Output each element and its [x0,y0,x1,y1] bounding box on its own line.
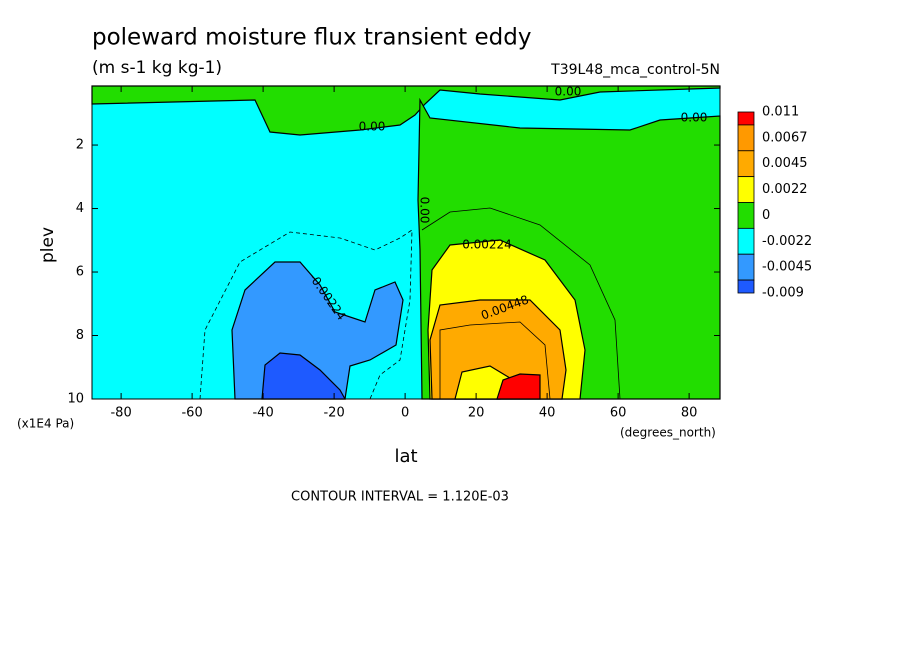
x-tick-label: 0 [401,406,409,421]
x-tick-label: -20 [323,406,344,421]
x-tick-label: -80 [110,406,131,421]
colorbar-swatch [737,111,755,126]
colorbar-label: 0 [762,208,770,223]
colorbar-swatch [737,202,755,229]
colorbar-label: 0.0067 [762,130,808,145]
colorbar-label: 0.0045 [762,156,808,171]
colorbar-label: 0.011 [762,105,799,120]
colorbar-label: 0.0022 [762,182,808,197]
contour-interval: CONTOUR INTERVAL = 1.120E-03 [291,490,509,505]
contour-field [91,85,721,400]
contour-label: 0.00 [418,197,432,224]
y-tick-label: 6 [76,265,84,280]
x-tick-label: 40 [539,406,556,421]
colorbar-swatch [737,150,755,178]
x-tick-label: -60 [181,406,202,421]
contour-line [421,207,621,400]
chart-title: poleward moisture flux transient eddy [92,25,531,51]
contour-line [439,321,551,400]
colorbar-label: -0.0045 [762,260,812,275]
contour-label: 0.00 [681,111,708,125]
colorbar-swatch [737,253,755,281]
colorbar-swatch [737,279,755,294]
x-tick-label: 60 [610,406,627,421]
y-tick-label: 10 [67,392,84,407]
y-tick-label: 4 [76,201,84,216]
x-tick-label: -40 [252,406,273,421]
colorbar-swatch [737,124,755,152]
y-tick-label: 8 [76,328,84,343]
colorbar-swatch [737,176,755,203]
colorbar-label: -0.009 [762,286,804,301]
contour-label: 0.00 [555,85,582,99]
x-axis-label: lat [394,446,417,467]
run-label: T39L48_mca_control-5N [550,62,720,78]
plot-frame [91,85,721,400]
y-axis-label: plev [38,227,58,263]
contour-label: 0.00 [359,120,386,134]
x-axis-unit: (degrees_north) [620,426,716,440]
chart-subtitle: (m s-1 kg kg-1) [92,58,222,78]
x-tick-label: 80 [681,406,698,421]
y-axis-unit: (x1E4 Pa) [17,417,74,431]
contour-label: 0.00224 [462,238,512,252]
filled-region [261,352,347,400]
colorbar-swatch [737,227,755,255]
colorbar-label: -0.0022 [762,234,812,249]
x-tick-label: 20 [468,406,485,421]
y-tick-label: 2 [76,138,84,153]
